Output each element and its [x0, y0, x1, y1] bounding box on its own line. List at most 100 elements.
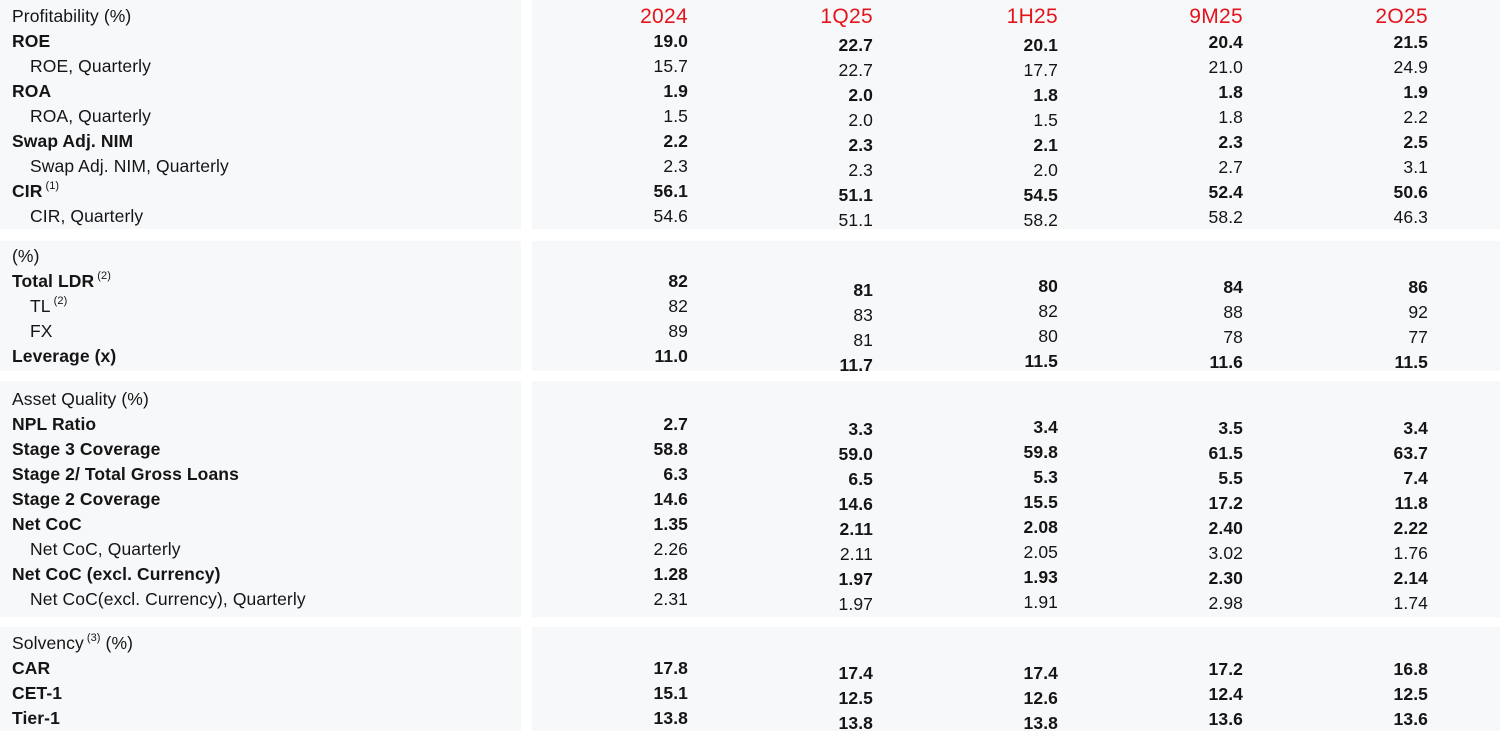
spacer-cell	[688, 244, 873, 269]
value-cell: 78	[1223, 327, 1243, 347]
value-cell: 5.5	[1218, 468, 1243, 488]
value-cell: 1.9	[1403, 82, 1428, 102]
section-title-text: Solvency	[12, 633, 84, 653]
panel-gutter	[521, 4, 532, 29]
section-band: Profitability (%) 2024 1Q25 1H25 9M25 2O25 ROE…	[0, 0, 1500, 230]
row-label: Swap Adj. NIM	[0, 129, 521, 154]
value-cell: 13.8	[1023, 713, 1058, 733]
spacer-cell	[1058, 387, 1243, 412]
row-label-text: Net CoC(excl. Currency), Quarterly	[30, 589, 306, 609]
value-cell: 1.28	[653, 564, 688, 584]
value-cell: 58.2	[1023, 210, 1058, 230]
row-label: ROA, Quarterly	[0, 104, 521, 129]
value-cell: 2.7	[663, 414, 688, 434]
row-label: TL (2)	[0, 294, 521, 319]
row-label-text: CIR, Quarterly	[30, 206, 144, 226]
value-cell: 3.1	[1403, 157, 1428, 177]
value-cell: 80	[1038, 276, 1058, 296]
column-header: 2O25	[1375, 5, 1428, 28]
value-cell: 16.8	[1393, 659, 1428, 679]
panel-gutter	[521, 269, 532, 294]
row-label-text: Stage 2/ Total Gross Loans	[12, 464, 239, 484]
value-cell: 2.08	[1023, 517, 1058, 537]
value-cell: 17.4	[838, 663, 873, 683]
value-cell: 61.5	[1208, 443, 1243, 463]
value-cell: 12.4	[1208, 684, 1243, 704]
value-cell: 1.8	[1218, 82, 1243, 102]
value-cell: 1.76	[1393, 543, 1428, 563]
spacer-cell	[532, 387, 688, 412]
value-cell: 2.3	[848, 135, 873, 155]
panel-gutter	[521, 487, 532, 512]
panel-gutter	[521, 631, 532, 656]
row-label: Net CoC (excl. Currency)	[0, 562, 521, 587]
row-label-text: ROA, Quarterly	[30, 106, 152, 126]
row-label-text: TL	[30, 296, 51, 316]
value-cell: 2.3	[848, 160, 873, 180]
value-cell: 1.8	[1218, 107, 1243, 127]
row-label: Stage 2/ Total Gross Loans	[0, 462, 521, 487]
panel-gutter	[521, 104, 532, 129]
row-label: CAR	[0, 656, 521, 681]
value-cell: 88	[1223, 302, 1243, 322]
row-label-text: ROE	[12, 31, 51, 51]
row-label-text: Net CoC	[12, 514, 82, 534]
value-cell: 12.5	[1393, 684, 1428, 704]
value-cell: 1.8	[1033, 85, 1058, 105]
panel-gutter	[521, 294, 532, 319]
row-label: CIR, Quarterly	[0, 204, 521, 229]
section-band: Asset Quality (%) NPL Ratio 2.7 3.3 3.4 3.5 3.…	[0, 381, 1500, 617]
value-cell: 3.4	[1033, 417, 1058, 437]
value-cell: 86	[1408, 277, 1428, 297]
section-title-suffix: (%)	[100, 633, 134, 653]
spacer-cell	[873, 387, 1058, 412]
row-label: Tier-1	[0, 706, 521, 731]
section-title: Profitability (%)	[0, 4, 521, 29]
column-header: 2024	[640, 5, 688, 28]
row-label-text: CET-1	[12, 683, 63, 703]
panel-gutter	[521, 462, 532, 487]
footnote-marker: (2)	[97, 270, 111, 283]
row-label: Stage 2 Coverage	[0, 487, 521, 512]
value-cell: 15.1	[653, 683, 688, 703]
value-cell: 2.7	[1218, 157, 1243, 177]
panel-gutter	[521, 154, 532, 179]
footnote-marker: (2)	[53, 295, 68, 308]
row-label-text: Swap Adj. NIM	[12, 131, 134, 151]
value-cell: 13.8	[838, 713, 873, 733]
panel-gutter	[521, 587, 532, 612]
value-cell: 77	[1408, 327, 1428, 347]
value-cell: 20.4	[1208, 32, 1243, 52]
value-cell: 22.7	[838, 60, 873, 80]
panel-gutter	[521, 412, 532, 437]
section-title-text: Profitability (%)	[12, 6, 132, 26]
value-cell: 2.11	[839, 544, 873, 564]
panel-gutter	[521, 387, 532, 412]
row-label-text: ROE, Quarterly	[30, 56, 152, 76]
value-cell: 52.4	[1208, 182, 1243, 202]
value-cell: 3.3	[848, 419, 873, 439]
value-cell: 5.3	[1033, 467, 1058, 487]
value-cell: 6.3	[663, 464, 688, 484]
value-cell: 20.1	[1023, 35, 1058, 55]
section-title-text: Asset Quality (%)	[12, 389, 149, 409]
panel-gutter	[521, 129, 532, 154]
footnote-marker: (1)	[45, 180, 60, 193]
panel-gutter	[521, 562, 532, 587]
section-title: (%)	[0, 244, 521, 269]
row-label-text: CAR	[12, 658, 51, 678]
row-label-text: Net CoC (excl. Currency)	[12, 564, 221, 584]
value-cell: 59.0	[838, 444, 873, 464]
section-title: Asset Quality (%)	[0, 387, 521, 412]
row-label-text: CIR	[12, 181, 43, 201]
value-cell: 46.3	[1393, 207, 1428, 227]
value-cell: 83	[853, 305, 873, 325]
row-label-text: Stage 3 Coverage	[12, 439, 161, 459]
value-cell: 11.8	[1394, 493, 1428, 513]
value-cell: 2.22	[1393, 518, 1428, 538]
value-cell: 81	[853, 330, 873, 350]
panel-gutter	[521, 344, 532, 369]
value-cell: 56.1	[653, 181, 688, 201]
value-cell: 2.2	[663, 131, 688, 151]
